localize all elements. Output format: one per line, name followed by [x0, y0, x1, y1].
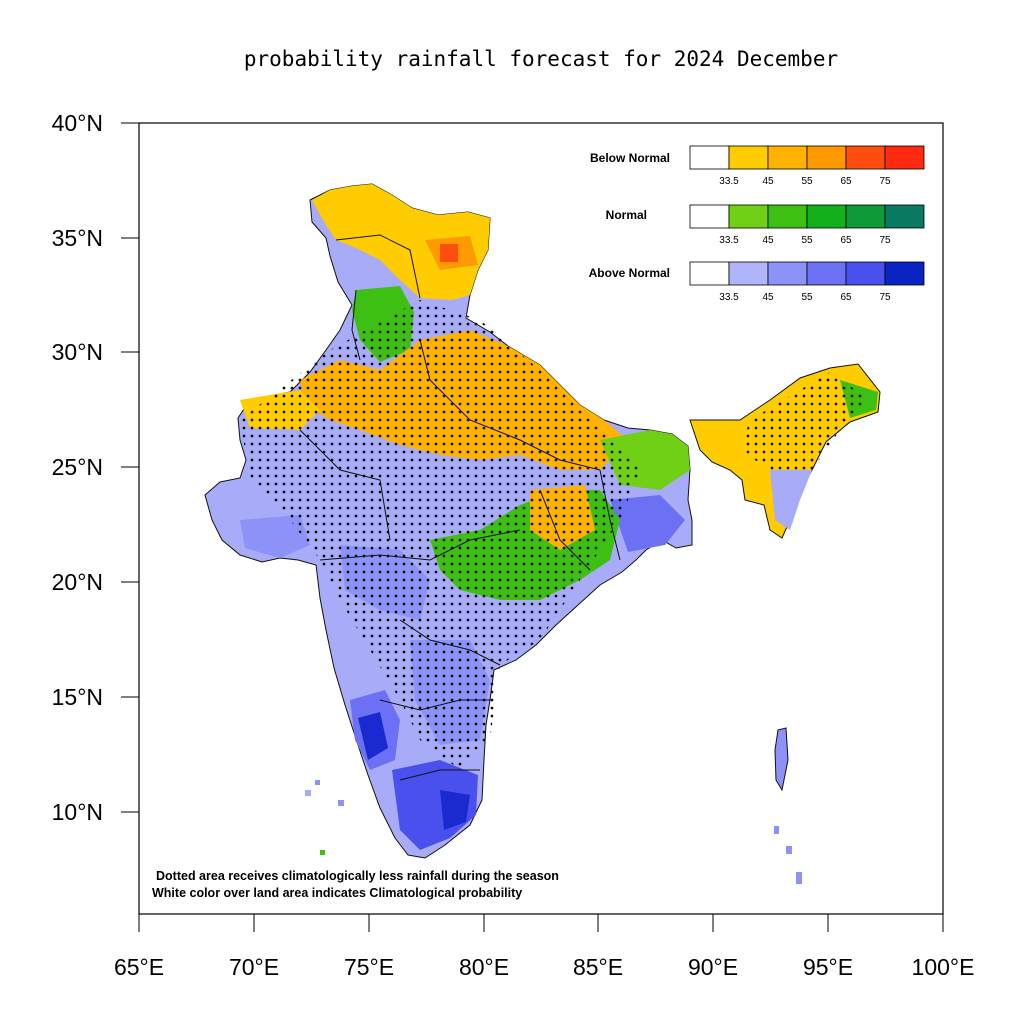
dotted-low-rainfall-area [240, 300, 640, 770]
legend-swatch [845, 261, 886, 286]
legend-tick-label: 65 [840, 292, 852, 303]
legend-swatch [689, 145, 730, 170]
above-normal-south-patch [392, 760, 478, 850]
legend-tick-label: 33.5 [719, 235, 739, 246]
legend-tick-label: 45 [762, 176, 774, 187]
legend-below-normal: Below Normal 33.5 45 55 65 75 [590, 145, 925, 187]
legend-swatch [884, 204, 925, 229]
legend-swatch [689, 261, 730, 286]
legend-tick-label: 55 [801, 292, 813, 303]
below-normal-ladakh-core [440, 244, 458, 262]
legend-tick-label: 55 [801, 235, 813, 246]
legend-tick-label: 75 [879, 235, 891, 246]
legend-swatch [767, 145, 808, 170]
note-dotted-area: Dotted area receives climatologically le… [156, 869, 559, 883]
x-tick-label: 80°E [459, 954, 509, 980]
northeast-blue [770, 470, 812, 530]
above-normal-darkest-patch [358, 712, 388, 760]
x-tick-label: 100°E [912, 954, 975, 980]
y-tick-label: 25°N [52, 454, 103, 480]
legend-tick-label: 55 [801, 176, 813, 187]
legend: Below Normal 33.5 45 55 65 75 Normal 33.… [589, 145, 925, 303]
legend-title: Below Normal [590, 151, 670, 165]
above-normal-south-dark [440, 790, 470, 830]
legend-tick-label: 33.5 [719, 292, 739, 303]
lakshadweep-island [320, 850, 325, 855]
legend-tick-label: 65 [840, 176, 852, 187]
note-white-color: White color over land area indicates Cli… [152, 886, 522, 900]
legend-swatch [767, 204, 808, 229]
plot-frame [138, 122, 944, 915]
above-normal-gujarat-patch [240, 515, 310, 558]
lakshadweep-island [338, 800, 344, 806]
legend-swatch [884, 145, 925, 170]
state-boundaries [299, 234, 621, 781]
legend-swatch [728, 145, 769, 170]
x-tick-label: 90°E [688, 954, 738, 980]
legend-title: Normal [606, 208, 647, 222]
y-axis: 40°N 35°N 30°N 25°N 20°N 15°N 10°N [52, 110, 139, 825]
andaman-islands [774, 727, 789, 792]
legend-swatch [689, 204, 730, 229]
map-content [204, 183, 881, 884]
x-tick-label: 75°E [344, 954, 394, 980]
legend-tick-label: 33.5 [719, 176, 739, 187]
x-axis: 65°E 70°E 75°E 80°E 85°E 90°E 95°E 100°E [114, 914, 975, 980]
legend-above-normal: Above Normal 33.5 45 55 65 75 [589, 261, 925, 303]
x-tick-label: 95°E [803, 954, 853, 980]
below-normal-north [312, 184, 490, 300]
y-tick-label: 20°N [52, 569, 103, 595]
y-tick-label: 35°N [52, 225, 103, 251]
legend-swatch [806, 204, 847, 229]
legend-tick-label: 75 [879, 292, 891, 303]
x-tick-label: 65°E [114, 954, 164, 980]
map-title: probability rainfall forecast for 2024 D… [244, 47, 838, 71]
legend-tick-label: 45 [762, 292, 774, 303]
y-tick-label: 10°N [52, 799, 103, 825]
x-tick-label: 70°E [229, 954, 279, 980]
legend-tick-label: 75 [879, 176, 891, 187]
legend-swatch [884, 261, 925, 286]
legend-normal: Normal 33.5 45 55 65 75 [606, 204, 925, 246]
legend-title: Above Normal [589, 266, 670, 280]
legend-tick-label: 65 [840, 235, 852, 246]
y-tick-label: 40°N [52, 110, 103, 136]
x-tick-label: 85°E [573, 954, 623, 980]
legend-tick-label: 45 [762, 235, 774, 246]
nicobar-island [774, 826, 779, 834]
legend-swatch [728, 204, 769, 229]
y-tick-label: 30°N [52, 339, 103, 365]
above-normal-east-patch [610, 495, 685, 552]
dotted-northeast [740, 372, 870, 470]
legend-swatch [845, 145, 886, 170]
legend-swatch [728, 261, 769, 286]
lakshadweep-island [315, 780, 320, 785]
lakshadweep-island [305, 790, 311, 796]
legend-swatch [806, 145, 847, 170]
legend-swatch [806, 261, 847, 286]
nicobar-island [796, 872, 802, 884]
legend-swatch [845, 204, 886, 229]
legend-swatch [767, 261, 808, 286]
nicobar-island [786, 846, 792, 854]
y-tick-label: 15°N [52, 684, 103, 710]
